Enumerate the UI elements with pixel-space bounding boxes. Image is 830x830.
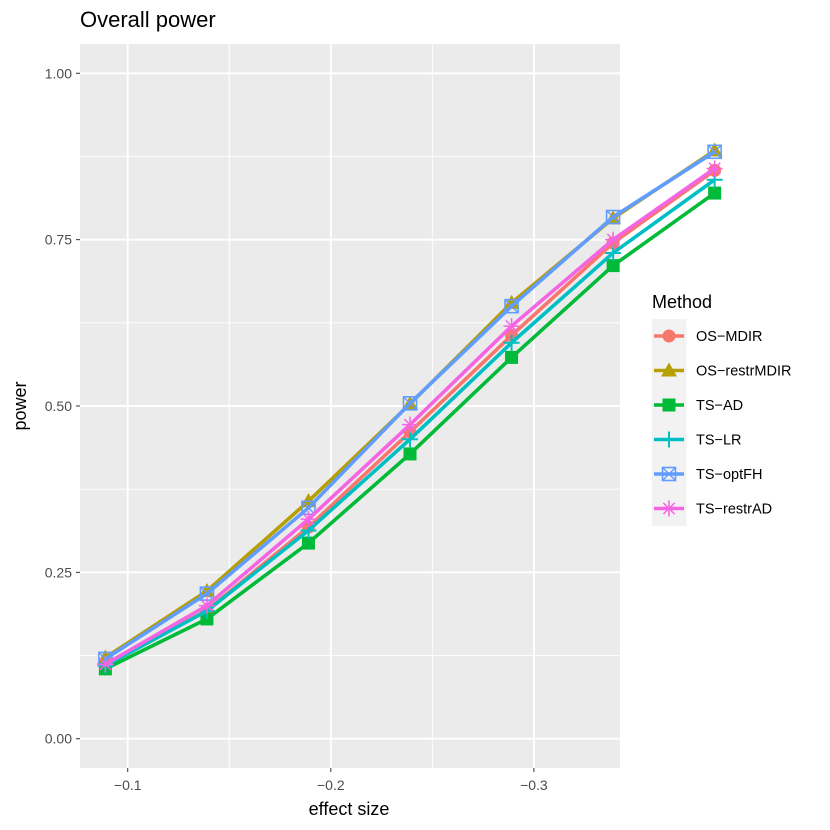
series-6 bbox=[97, 160, 723, 673]
y-tick-label: 0.00 bbox=[45, 731, 72, 747]
data-point bbox=[402, 416, 419, 433]
data-point bbox=[300, 511, 317, 528]
y-axis: 0.00 0.25 0.50 0.75 1.00 bbox=[45, 65, 80, 747]
series-layer bbox=[97, 142, 723, 676]
legend-label: OS−MDIR bbox=[696, 329, 762, 345]
legend: Method OS−MDIR OS−restrMDIR TS−AD TS−LR TS−o… bbox=[652, 292, 791, 526]
data-point bbox=[503, 318, 520, 335]
data-point bbox=[198, 597, 215, 614]
legend-label: TS−LR bbox=[696, 433, 742, 449]
data-point bbox=[605, 231, 622, 248]
x-axis: −0.1 −0.2 −0.3 bbox=[114, 768, 548, 793]
legend-title: Method bbox=[652, 292, 712, 312]
legend-item: OS−restrMDIR bbox=[652, 353, 791, 388]
legend-label: TS−AD bbox=[696, 398, 743, 414]
y-tick-label: 0.75 bbox=[45, 232, 72, 248]
legend-item: OS−MDIR bbox=[652, 319, 762, 354]
data-point bbox=[606, 259, 620, 273]
legend-key-marker bbox=[661, 362, 677, 377]
legend-label: TS−optFH bbox=[696, 467, 762, 483]
y-axis-label: power bbox=[10, 381, 30, 430]
legend-key-marker bbox=[661, 466, 677, 482]
legend-item: TS−LR bbox=[652, 422, 742, 457]
x-tick-label: −0.3 bbox=[520, 777, 548, 793]
x-tick-label: −0.1 bbox=[114, 777, 142, 793]
data-point bbox=[198, 582, 215, 597]
series-5 bbox=[98, 144, 722, 667]
y-tick-label: 1.00 bbox=[45, 65, 72, 81]
data-point bbox=[301, 536, 315, 550]
y-tick-label: 0.50 bbox=[45, 398, 72, 414]
major-gridlines bbox=[80, 44, 620, 768]
legend-key-marker bbox=[662, 398, 676, 412]
x-axis-label: effect size bbox=[309, 799, 390, 819]
data-point bbox=[403, 447, 417, 461]
data-point bbox=[505, 350, 519, 364]
y-tick-label: 0.25 bbox=[45, 564, 72, 580]
chart-title: Overall power bbox=[80, 7, 216, 32]
legend-item: TS−restrAD bbox=[652, 491, 772, 526]
legend-item: TS−optFH bbox=[652, 457, 762, 492]
data-point bbox=[402, 396, 418, 411]
legend-key-marker bbox=[661, 500, 677, 517]
legend-key-marker bbox=[662, 329, 676, 343]
legend-label: TS−restrAD bbox=[696, 502, 772, 518]
data-point bbox=[97, 656, 114, 673]
legend-label: OS−restrMDIR bbox=[696, 364, 791, 380]
data-point bbox=[706, 160, 723, 177]
data-point bbox=[707, 144, 722, 160]
data-point bbox=[504, 298, 519, 314]
legend-key-marker bbox=[661, 431, 677, 448]
legend-item: TS−AD bbox=[652, 388, 743, 423]
data-point bbox=[605, 209, 621, 225]
data-point bbox=[708, 186, 722, 200]
x-tick-label: −0.2 bbox=[317, 777, 345, 793]
data-point bbox=[503, 334, 520, 351]
data-point bbox=[503, 294, 520, 309]
data-point bbox=[402, 431, 419, 448]
